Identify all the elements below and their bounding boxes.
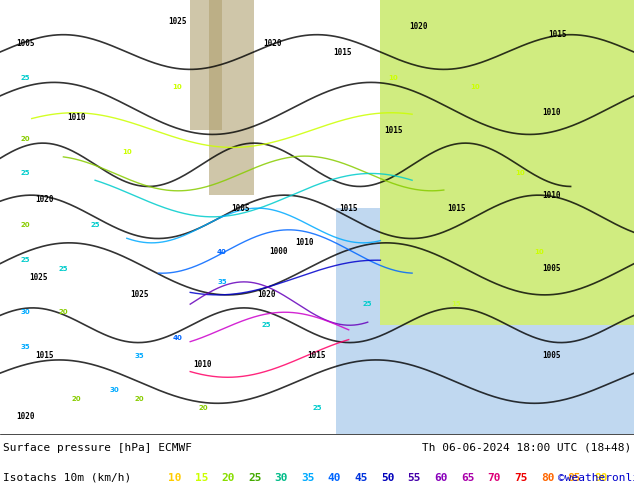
Text: 20: 20 — [58, 309, 68, 315]
Text: 90: 90 — [594, 472, 607, 483]
Text: 40: 40 — [328, 472, 341, 483]
FancyBboxPatch shape — [190, 0, 222, 130]
FancyBboxPatch shape — [336, 208, 634, 434]
Text: 1020: 1020 — [263, 39, 282, 48]
Text: 40: 40 — [217, 248, 227, 254]
Text: 25: 25 — [248, 472, 261, 483]
Text: 20: 20 — [198, 405, 208, 411]
Text: 30: 30 — [109, 387, 119, 393]
Text: 80: 80 — [541, 472, 554, 483]
Text: 30: 30 — [275, 472, 288, 483]
Text: 1010: 1010 — [295, 238, 314, 247]
Text: 25: 25 — [91, 222, 100, 228]
Text: 1025: 1025 — [168, 17, 187, 26]
Text: 25: 25 — [363, 300, 372, 307]
Text: 1015: 1015 — [35, 351, 54, 360]
Text: 40: 40 — [172, 335, 183, 341]
Text: 25: 25 — [313, 405, 321, 411]
Text: 1010: 1010 — [542, 108, 561, 117]
Text: Isotachs 10m (km/h): Isotachs 10m (km/h) — [3, 472, 131, 483]
Text: 30: 30 — [20, 309, 30, 315]
Text: 35: 35 — [217, 279, 227, 285]
Text: 1020: 1020 — [257, 291, 276, 299]
Text: 1015: 1015 — [339, 204, 358, 213]
Text: 1025: 1025 — [29, 273, 48, 282]
Text: 75: 75 — [514, 472, 527, 483]
Text: 85: 85 — [567, 472, 581, 483]
Text: 1015: 1015 — [384, 125, 403, 135]
Text: 1010: 1010 — [67, 113, 86, 122]
Text: 15: 15 — [195, 472, 208, 483]
Text: 60: 60 — [434, 472, 448, 483]
Text: 10: 10 — [534, 248, 544, 254]
Text: ©weatheronline.co.uk: ©weatheronline.co.uk — [558, 472, 634, 483]
Text: 1005: 1005 — [542, 351, 561, 360]
Text: Surface pressure [hPa] ECMWF: Surface pressure [hPa] ECMWF — [3, 443, 192, 453]
Text: 10: 10 — [122, 149, 132, 155]
Text: 35: 35 — [20, 344, 30, 350]
Text: 1020: 1020 — [16, 412, 35, 421]
Text: 35: 35 — [134, 353, 145, 359]
Text: 1015: 1015 — [333, 48, 352, 56]
Text: 15: 15 — [451, 300, 462, 307]
Text: 1005: 1005 — [542, 265, 561, 273]
Text: 1015: 1015 — [548, 30, 567, 39]
Text: 25: 25 — [262, 322, 271, 328]
Text: 20: 20 — [221, 472, 235, 483]
Text: 45: 45 — [354, 472, 368, 483]
Text: 1005: 1005 — [16, 39, 35, 48]
Text: 10: 10 — [515, 171, 525, 176]
FancyBboxPatch shape — [209, 0, 254, 195]
Text: Th 06-06-2024 18:00 UTC (18+48): Th 06-06-2024 18:00 UTC (18+48) — [422, 443, 631, 453]
Text: 1025: 1025 — [130, 291, 149, 299]
Text: 10: 10 — [172, 84, 183, 90]
Text: 25: 25 — [21, 171, 30, 176]
Text: 10: 10 — [388, 75, 398, 81]
Text: 20: 20 — [20, 136, 30, 142]
Text: 20: 20 — [134, 396, 145, 402]
FancyBboxPatch shape — [380, 0, 634, 325]
Text: 1010: 1010 — [193, 360, 212, 369]
Text: 1020: 1020 — [409, 22, 428, 30]
Text: 10: 10 — [470, 84, 481, 90]
Text: 35: 35 — [301, 472, 314, 483]
Text: 20: 20 — [20, 222, 30, 228]
Text: 1020: 1020 — [35, 195, 54, 204]
Text: 1000: 1000 — [269, 247, 288, 256]
Text: 25: 25 — [21, 257, 30, 263]
Text: 20: 20 — [71, 396, 81, 402]
Text: 1015: 1015 — [447, 204, 466, 213]
Text: 50: 50 — [381, 472, 394, 483]
Text: 70: 70 — [488, 472, 501, 483]
Text: 25: 25 — [21, 75, 30, 81]
Text: 10: 10 — [168, 472, 181, 483]
Text: 65: 65 — [461, 472, 474, 483]
Text: 25: 25 — [59, 266, 68, 272]
Text: 1015: 1015 — [307, 351, 327, 360]
Text: 1005: 1005 — [231, 204, 250, 213]
Text: 55: 55 — [408, 472, 421, 483]
Text: 1010: 1010 — [542, 191, 561, 199]
